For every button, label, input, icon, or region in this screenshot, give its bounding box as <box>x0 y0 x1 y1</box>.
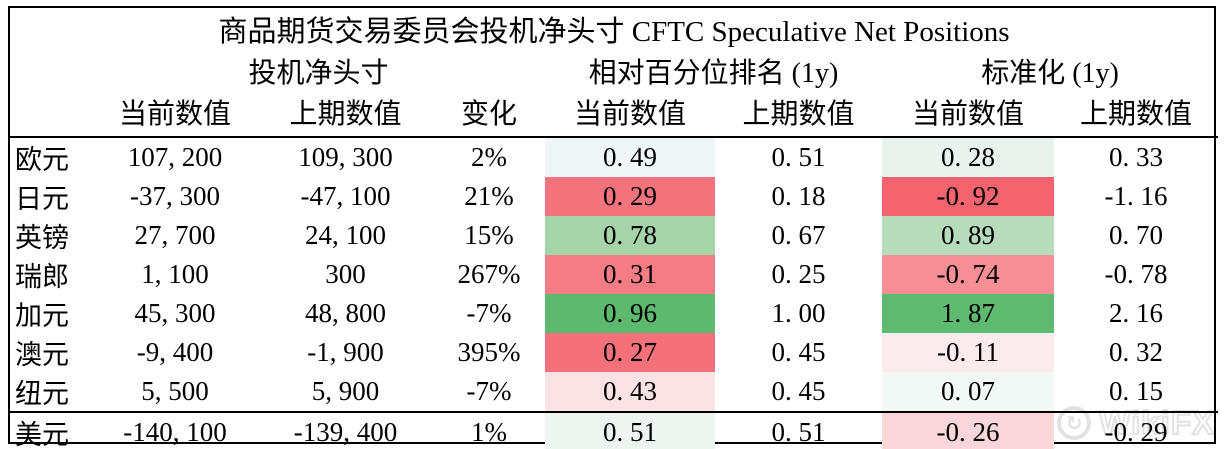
cell-current: 5, 500 <box>141 376 209 406</box>
cell-percentile-previous: 0. 45 <box>771 376 826 406</box>
positions-table: 商品期货交易委员会投机净头寸 CFTC Speculative Net Posi… <box>10 8 1219 449</box>
cell-percentile-current: 0. 29 <box>545 177 715 216</box>
subheader-previous-1: 上期数值 <box>289 99 402 130</box>
cell-percentile-previous: 0. 51 <box>771 142 826 172</box>
group-header-standardized: 标准化 (1y) <box>981 58 1119 89</box>
cell-percentile-current: 0. 27 <box>545 333 715 372</box>
subheader-change: 变化 <box>460 99 517 130</box>
cell-percentile-previous: 1. 00 <box>771 298 826 328</box>
subheader-previous-3: 上期数值 <box>1080 99 1193 130</box>
table-row-aud: 澳元 -9, 400 -1, 900 395% 0. 27 0. 45 -0. … <box>10 333 1218 372</box>
cell-previous: 109, 300 <box>298 142 393 172</box>
table-row-usd: 美元 -140, 100 -139, 400 1% 0. 51 0. 51 -0… <box>10 412 1219 449</box>
cell-current: 1, 100 <box>141 259 209 289</box>
subheader-current-3: 当前数值 <box>911 99 1024 130</box>
cell-standardized-current: -0. 92 <box>882 177 1054 216</box>
cell-standardized-current: -0. 26 <box>882 412 1054 449</box>
cell-percentile-previous: 0. 25 <box>771 259 826 289</box>
cell-current: -37, 300 <box>130 181 220 211</box>
table-title: 商品期货交易委员会投机净头寸 CFTC Speculative Net Posi… <box>218 16 1010 48</box>
cell-previous: -1, 900 <box>307 337 384 367</box>
group-header-speculative: 投机净头寸 <box>248 58 389 89</box>
cell-current: 27, 700 <box>134 220 216 250</box>
cell-standardized-previous: 0. 33 <box>1109 142 1164 172</box>
cell-previous: 300 <box>325 259 366 289</box>
cell-previous: 5, 900 <box>311 376 380 406</box>
cell-change: 1% <box>471 417 507 447</box>
group-header-percentile: 相对百分位排名 (1y) <box>588 58 839 89</box>
cell-percentile-previous: 0. 51 <box>771 417 826 447</box>
cell-standardized-current: 0. 89 <box>882 216 1054 255</box>
cell-percentile-previous: 0. 18 <box>771 181 826 211</box>
cell-standardized-current: -0. 74 <box>882 255 1054 294</box>
table-row-gbp: 英镑 27, 700 24, 100 15% 0. 78 0. 67 0. 89… <box>10 216 1218 255</box>
row-label: 纽元 <box>15 379 69 409</box>
cell-standardized-previous: 0. 32 <box>1109 337 1164 367</box>
cell-standardized-previous: -1. 16 <box>1104 181 1168 211</box>
table-row-jpy: 日元 -37, 300 -47, 100 21% 0. 29 0. 18 -0.… <box>10 177 1218 216</box>
row-label: 美元 <box>15 420 69 449</box>
cell-percentile-previous: 0. 45 <box>771 337 826 367</box>
cell-current: 45, 300 <box>134 298 216 328</box>
cell-previous: -47, 100 <box>300 181 391 211</box>
cell-percentile-current: 0. 78 <box>545 216 715 255</box>
cell-standardized-current: -0. 11 <box>882 333 1054 372</box>
cell-percentile-current: 0. 43 <box>545 372 715 412</box>
cell-previous: 24, 100 <box>305 220 386 250</box>
row-label: 英镑 <box>15 223 69 253</box>
cell-change: 21% <box>464 181 514 211</box>
row-label: 日元 <box>15 184 69 214</box>
table-row-cad: 加元 45, 300 48, 800 -7% 0. 96 1. 00 1. 87… <box>10 294 1218 333</box>
cell-percentile-current: 0. 31 <box>545 255 715 294</box>
subheader-previous-2: 上期数值 <box>742 99 855 130</box>
cell-percentile-current: 0. 96 <box>545 294 715 333</box>
cell-standardized-previous: -0. 78 <box>1104 259 1168 289</box>
group-header-empty <box>10 50 92 92</box>
table-row-nzd: 纽元 5, 500 5, 900 -7% 0. 43 0. 45 0. 07 0… <box>10 372 1218 412</box>
cell-change: 267% <box>457 259 521 289</box>
cell-previous: 48, 800 <box>305 298 386 328</box>
cell-standardized-previous: 0. 70 <box>1109 220 1164 250</box>
cell-previous: -139, 400 <box>293 417 398 447</box>
cell-percentile-current: 0. 49 <box>545 137 715 177</box>
cell-change: -7% <box>466 298 512 328</box>
cell-standardized-previous: 2. 16 <box>1109 298 1164 328</box>
subheader-empty <box>10 92 92 137</box>
cell-change: 395% <box>457 337 521 367</box>
cell-change: 2% <box>471 142 507 172</box>
table-row-chf: 瑞郎 1, 100 300 267% 0. 31 0. 25 -0. 74 -0… <box>10 255 1218 294</box>
cell-standardized-current: 0. 28 <box>882 137 1054 177</box>
cell-percentile-current: 0. 51 <box>545 412 715 449</box>
cell-standardized-previous: 0. 15 <box>1109 376 1164 406</box>
subheader-current-1: 当前数值 <box>118 99 231 130</box>
subheader-current-2: 当前数值 <box>573 99 686 130</box>
cell-standardized-current: 1. 87 <box>882 294 1054 333</box>
row-label: 澳元 <box>15 340 69 370</box>
cell-change: 15% <box>464 220 514 250</box>
row-label: 加元 <box>15 301 69 331</box>
cell-standardized-previous: -0. 29 <box>1104 417 1168 447</box>
cell-current: 107, 200 <box>127 142 223 172</box>
cell-current: -9, 400 <box>136 337 214 367</box>
row-label: 欧元 <box>15 145 69 175</box>
cftc-positions-table: 商品期货交易委员会投机净头寸 CFTC Speculative Net Posi… <box>8 6 1219 449</box>
cell-percentile-previous: 0. 67 <box>771 220 826 250</box>
row-label: 瑞郎 <box>15 262 69 292</box>
cell-change: -7% <box>466 376 512 406</box>
cell-standardized-current: 0. 07 <box>882 372 1054 412</box>
table-row-eur: 欧元 107, 200 109, 300 2% 0. 49 0. 51 0. 2… <box>10 137 1218 177</box>
cell-current: -140, 100 <box>123 417 227 447</box>
